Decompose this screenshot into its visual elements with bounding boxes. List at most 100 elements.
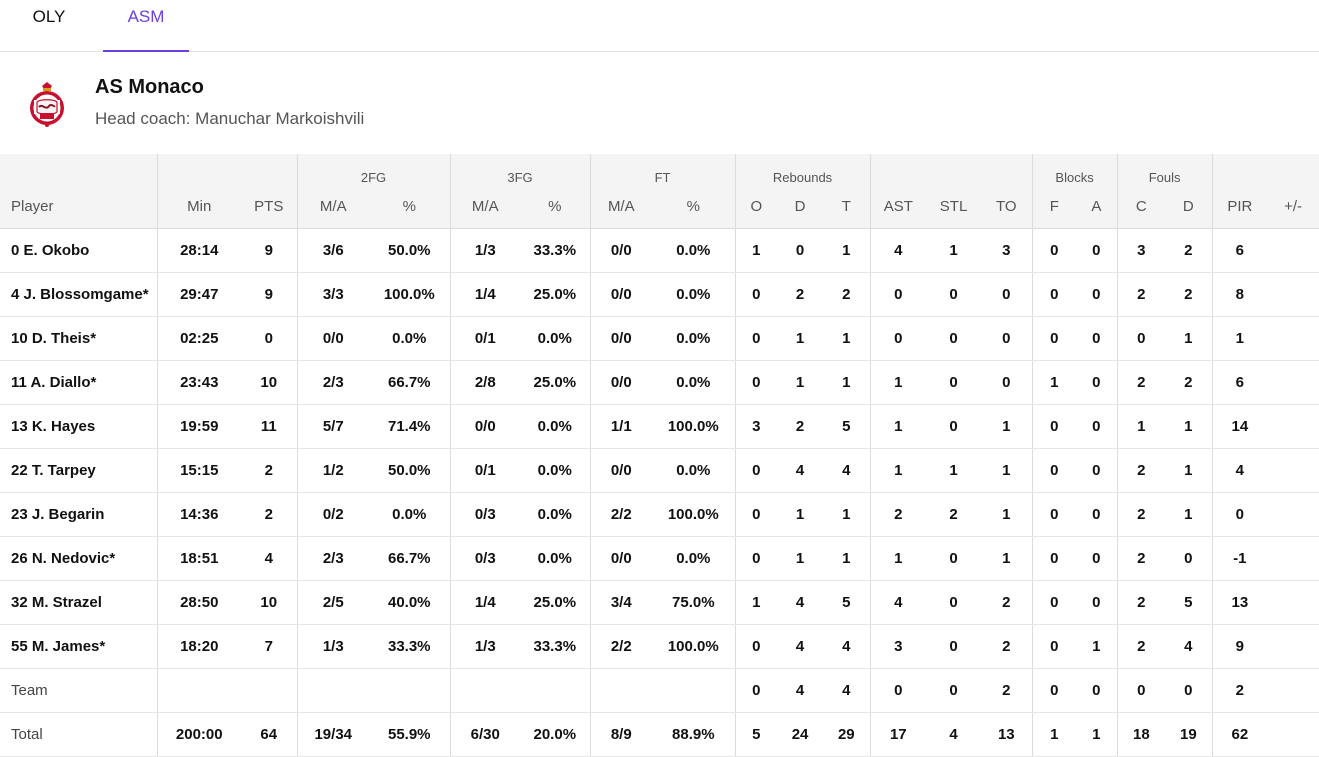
column-header-3fg-pct[interactable]: %: [520, 186, 591, 229]
tab-oly[interactable]: OLY: [32, 7, 66, 26]
stat-cell: 11: [241, 404, 297, 449]
team-row: Team 0 4 4 0 0 2 0 0 0 0 2: [0, 668, 1319, 713]
column-header-plus-minus[interactable]: +/-: [1267, 186, 1319, 229]
stat-cell: 33.3%: [520, 228, 591, 273]
stat-cell: 8: [1211, 272, 1268, 317]
player-name-cell[interactable]: 10 D. Theis*: [0, 316, 157, 361]
stat-cell: 0/0: [589, 360, 653, 405]
box-score-body: 0 E. Okobo 28:14 9 3/6 50.0% 1/3 33.3% 0/0 0.0% 1…: [0, 228, 1319, 757]
stat-cell: 0/3: [449, 492, 521, 537]
player-name-cell[interactable]: 22 T. Tarpey: [0, 448, 157, 493]
stat-cell: 2: [1165, 228, 1213, 273]
stat-cell: 1: [869, 360, 927, 405]
stat-cell: 2/8: [449, 360, 521, 405]
stat-cell: 0: [1165, 536, 1213, 581]
stat-cell: 33.3%: [520, 624, 591, 669]
stat-cell: 29: [823, 712, 871, 757]
stat-cell: 5: [823, 580, 871, 625]
stat-cell: 2: [1116, 580, 1166, 625]
stat-cell: 2: [926, 492, 982, 537]
stat-cell: 0: [926, 536, 982, 581]
stat-cell: 0.0%: [520, 316, 591, 361]
stat-cell: 2/5: [296, 580, 369, 625]
column-header-foul-d[interactable]: D: [1165, 186, 1213, 229]
group-header-rebounds: Rebounds: [734, 154, 871, 186]
stat-cell: 3: [1116, 228, 1166, 273]
stat-cell: 2: [981, 580, 1033, 625]
stat-cell: 2/2: [589, 492, 653, 537]
stat-cell: 0: [1031, 448, 1077, 493]
column-header-ft-pct[interactable]: %: [652, 186, 736, 229]
stat-cell: 0: [1076, 404, 1118, 449]
stat-cell: 0.0%: [652, 448, 736, 493]
as-monaco-crest-icon: [30, 82, 64, 127]
stat-cell: 0: [1031, 624, 1077, 669]
stat-cell: 15:15: [156, 448, 241, 493]
stat-cell: 64: [241, 712, 297, 757]
player-name-cell[interactable]: 0 E. Okobo: [0, 228, 157, 273]
stat-cell: 0: [926, 668, 982, 713]
player-name-cell: Total: [0, 712, 157, 757]
stat-cell: 1: [1031, 712, 1077, 757]
column-header-blk-f[interactable]: F: [1031, 186, 1077, 229]
player-name-cell[interactable]: 32 M. Strazel: [0, 580, 157, 625]
stat-cell: 0: [869, 272, 927, 317]
player-name-cell[interactable]: 13 K. Hayes: [0, 404, 157, 449]
stat-cell: 1/3: [449, 624, 521, 669]
player-name-cell[interactable]: 4 J. Blossomgame*: [0, 272, 157, 317]
column-header-pts[interactable]: PTS: [241, 186, 297, 229]
column-header-2fg-pct[interactable]: %: [369, 186, 451, 229]
column-header-reb-o[interactable]: O: [734, 186, 778, 229]
column-header-reb-t[interactable]: T: [823, 186, 871, 229]
stat-cell: 1: [777, 316, 824, 361]
stat-cell: 0: [1076, 316, 1118, 361]
group-header-ft: FT: [589, 154, 736, 186]
column-header-2fg-ma[interactable]: M/A: [296, 186, 369, 229]
stat-cell: 0/3: [449, 536, 521, 581]
stat-cell: 1: [869, 448, 927, 493]
column-header-foul-c[interactable]: C: [1116, 186, 1166, 229]
stat-cell: 2: [981, 668, 1033, 713]
column-header-ft-ma[interactable]: M/A: [589, 186, 653, 229]
stat-cell: 0: [1116, 668, 1166, 713]
stat-cell: 13: [1211, 580, 1268, 625]
column-header-stl[interactable]: STL: [926, 186, 982, 229]
stat-cell: 4: [869, 228, 927, 273]
stat-cell: 1: [981, 492, 1033, 537]
player-name-cell[interactable]: 26 N. Nedovic*: [0, 536, 157, 581]
player-name-cell[interactable]: 55 M. James*: [0, 624, 157, 669]
stat-cell: 0.0%: [652, 316, 736, 361]
group-header-blocks: Blocks: [1031, 154, 1118, 186]
stat-cell: [1267, 536, 1319, 581]
table-row: 32 M. Strazel 28:50 10 2/5 40.0% 1/4 25.0% 3/4 7…: [0, 580, 1319, 625]
player-name-cell[interactable]: 23 J. Begarin: [0, 492, 157, 537]
stat-cell: 0/1: [449, 316, 521, 361]
stat-cell: 40.0%: [369, 580, 451, 625]
column-header-ast[interactable]: AST: [869, 186, 927, 229]
stat-cell: 2: [1116, 448, 1166, 493]
stat-cell: 29:47: [156, 272, 241, 317]
stat-cell: 0: [981, 360, 1033, 405]
group-header-empty: [1211, 154, 1319, 186]
column-header-reb-d[interactable]: D: [777, 186, 824, 229]
column-header-to[interactable]: TO: [981, 186, 1033, 229]
stat-cell: 1: [777, 492, 824, 537]
stat-cell: 3: [734, 404, 778, 449]
stat-cell: 0: [1031, 228, 1077, 273]
stat-cell: 5: [1165, 580, 1213, 625]
column-header-blk-a[interactable]: A: [1076, 186, 1118, 229]
stat-cell: 2: [241, 448, 297, 493]
stat-cell: [520, 668, 591, 713]
column-header-player[interactable]: Player: [0, 186, 157, 229]
stat-cell: 3/6: [296, 228, 369, 273]
column-header-3fg-ma[interactable]: M/A: [449, 186, 521, 229]
stat-cell: 0: [926, 624, 982, 669]
stat-cell: 0: [869, 668, 927, 713]
stat-cell: 0: [1076, 580, 1118, 625]
tab-asm[interactable]: ASM: [103, 0, 189, 52]
stat-cell: 19: [1165, 712, 1213, 757]
column-header-pir[interactable]: PIR: [1211, 186, 1268, 229]
column-header-min[interactable]: Min: [156, 186, 241, 229]
player-name-cell[interactable]: 11 A. Diallo*: [0, 360, 157, 405]
stat-cell: [156, 668, 241, 713]
